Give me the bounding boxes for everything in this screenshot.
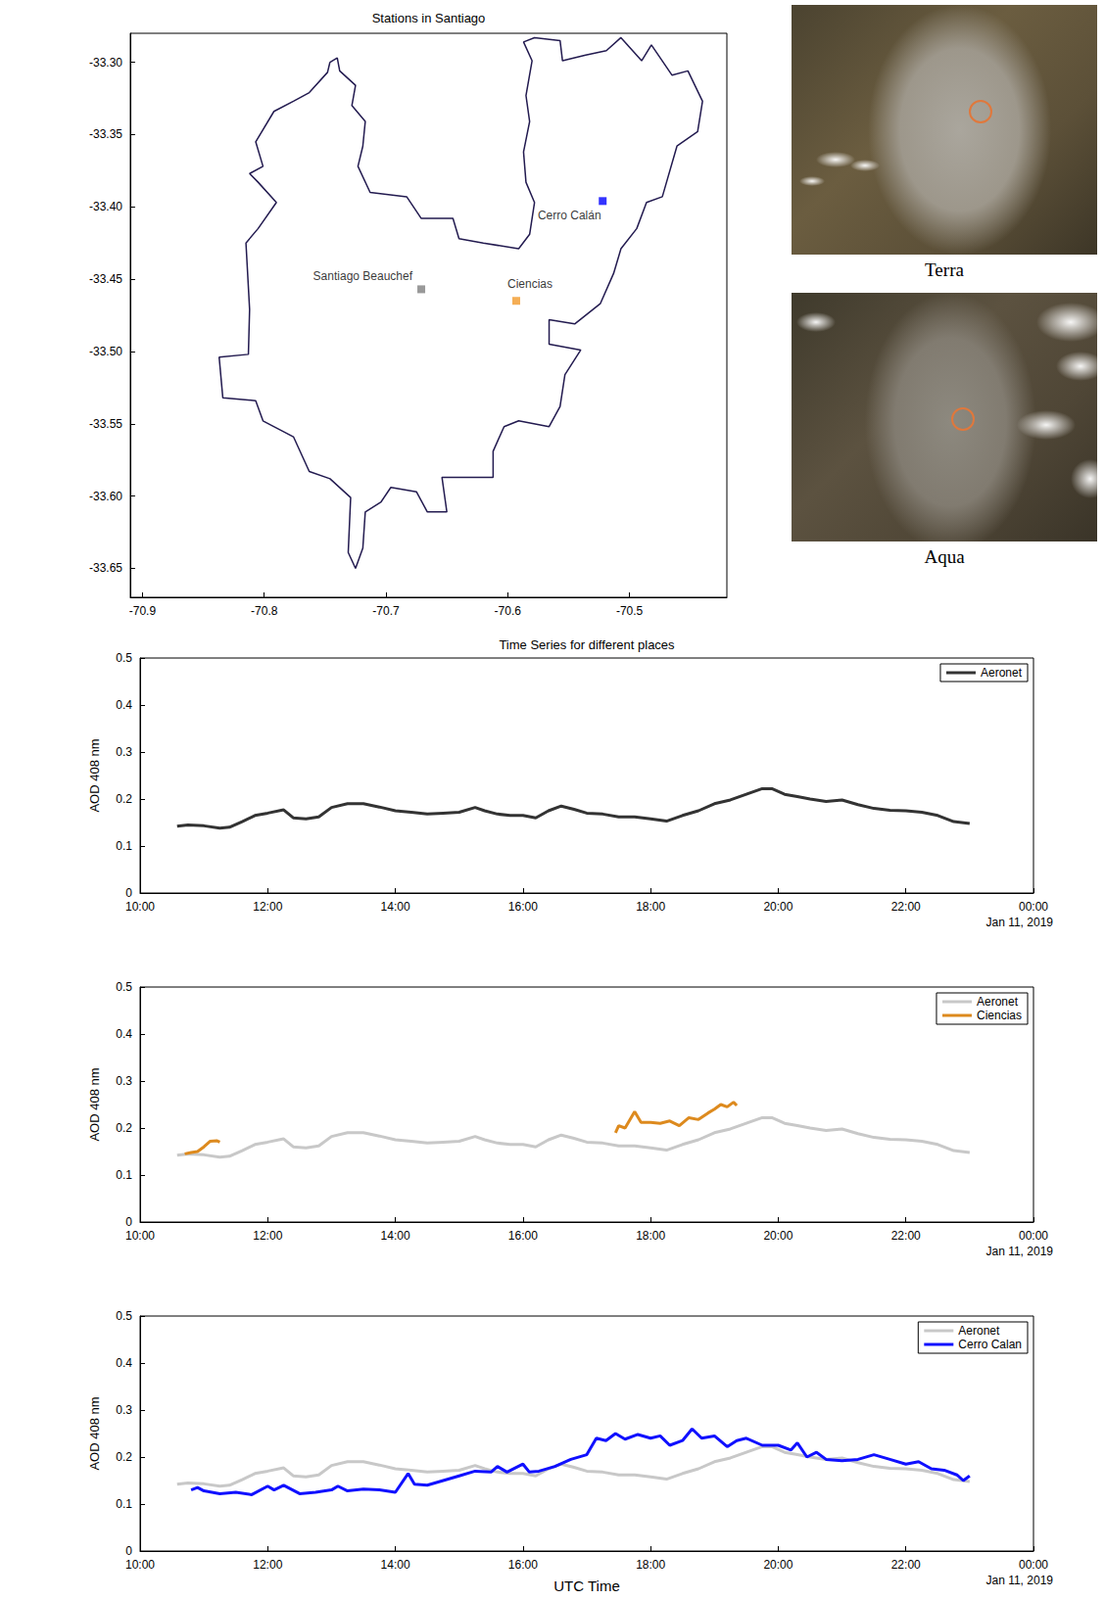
svg-text:20:00: 20:00 [763, 900, 793, 914]
svg-text:0.3: 0.3 [115, 745, 133, 760]
svg-text:10:00: 10:00 [125, 900, 155, 914]
svg-text:0.3: 0.3 [115, 1074, 133, 1089]
svg-text:Jan 11, 2019: Jan 11, 2019 [985, 915, 1054, 930]
svg-text:-33.55: -33.55 [89, 417, 123, 432]
svg-text:0.1: 0.1 [115, 1168, 133, 1183]
svg-text:12:00: 12:00 [252, 1558, 283, 1573]
svg-text:UTC Time: UTC Time [553, 1578, 621, 1595]
svg-text:0.2: 0.2 [115, 1121, 133, 1136]
svg-text:Ciencias: Ciencias [976, 1008, 1022, 1023]
svg-text:0: 0 [125, 1215, 133, 1230]
svg-text:12:00: 12:00 [252, 900, 283, 914]
svg-text:Time Series for different plac: Time Series for different places [498, 637, 675, 653]
svg-text:-70.7: -70.7 [372, 604, 400, 619]
svg-text:-33.45: -33.45 [89, 272, 123, 287]
svg-text:22:00: 22:00 [891, 900, 921, 914]
svg-text:AOD 408 nm: AOD 408 nm [87, 738, 102, 813]
svg-text:18:00: 18:00 [635, 1229, 666, 1244]
svg-text:16:00: 16:00 [508, 900, 538, 914]
svg-text:Cerro Calan: Cerro Calan [958, 1338, 1022, 1352]
html-text:Aqua: Aqua [924, 546, 965, 568]
svg-text:0.2: 0.2 [115, 1450, 133, 1465]
svg-text:0.2: 0.2 [115, 792, 133, 807]
svg-text:Santiago Beauchef: Santiago Beauchef [313, 269, 414, 284]
html-text:Terra: Terra [924, 259, 964, 281]
svg-text:14:00: 14:00 [381, 900, 411, 914]
svg-text:18:00: 18:00 [635, 900, 666, 914]
svg-text:14:00: 14:00 [381, 1558, 411, 1573]
svg-text:0.3: 0.3 [115, 1403, 133, 1418]
svg-text:Jan 11, 2019: Jan 11, 2019 [985, 1245, 1054, 1259]
svg-text:-33.65: -33.65 [89, 561, 123, 576]
svg-text:12:00: 12:00 [252, 1229, 283, 1244]
svg-text:Ciencias: Ciencias [507, 277, 553, 291]
svg-text:Aeronet: Aeronet [958, 1324, 1001, 1339]
svg-text:-70.8: -70.8 [250, 604, 279, 619]
svg-text:Aeronet: Aeronet [980, 666, 1023, 680]
svg-text:0: 0 [125, 1544, 133, 1559]
svg-text:0.4: 0.4 [115, 698, 133, 713]
svg-text:0.5: 0.5 [115, 651, 133, 666]
svg-text:0.5: 0.5 [115, 1309, 133, 1324]
svg-text:10:00: 10:00 [125, 1229, 155, 1244]
svg-text:16:00: 16:00 [508, 1558, 538, 1573]
svg-text:Stations in Santiago: Stations in Santiago [372, 10, 486, 26]
svg-text:0.4: 0.4 [115, 1027, 133, 1042]
svg-text:-33.50: -33.50 [89, 344, 123, 359]
svg-text:0.4: 0.4 [115, 1356, 133, 1371]
svg-text:Jan 11, 2019: Jan 11, 2019 [985, 1574, 1054, 1588]
svg-text:00:00: 00:00 [1018, 1229, 1049, 1244]
svg-text:00:00: 00:00 [1018, 900, 1049, 914]
svg-text:-33.40: -33.40 [89, 199, 123, 214]
svg-text:22:00: 22:00 [891, 1558, 921, 1573]
svg-text:20:00: 20:00 [763, 1558, 793, 1573]
svg-text:0: 0 [125, 886, 133, 901]
svg-text:14:00: 14:00 [381, 1229, 411, 1244]
svg-text:0.5: 0.5 [115, 980, 133, 995]
svg-text:18:00: 18:00 [635, 1558, 666, 1573]
svg-text:22:00: 22:00 [891, 1229, 921, 1244]
svg-text:-70.6: -70.6 [494, 604, 523, 619]
svg-text:Aeronet: Aeronet [976, 995, 1019, 1009]
svg-text:20:00: 20:00 [763, 1229, 793, 1244]
svg-text:-33.60: -33.60 [89, 489, 123, 504]
svg-text:-70.5: -70.5 [616, 604, 644, 619]
svg-text:00:00: 00:00 [1018, 1558, 1049, 1573]
svg-text:-33.30: -33.30 [89, 55, 123, 70]
svg-text:AOD 408 nm: AOD 408 nm [87, 1067, 102, 1142]
svg-text:AOD 408 nm: AOD 408 nm [87, 1396, 102, 1471]
svg-text:16:00: 16:00 [508, 1229, 538, 1244]
svg-text:0.1: 0.1 [115, 1497, 133, 1512]
svg-text:0.1: 0.1 [115, 839, 133, 854]
svg-text:-70.9: -70.9 [129, 604, 157, 619]
svg-text:-33.35: -33.35 [89, 127, 123, 142]
svg-text:10:00: 10:00 [125, 1558, 155, 1573]
svg-text:Cerro Calán: Cerro Calán [537, 208, 602, 223]
